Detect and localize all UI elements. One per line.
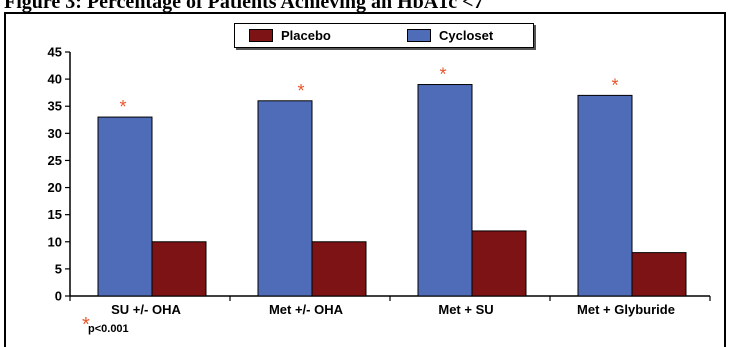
bar-placebo-3 (631, 252, 687, 297)
y-tick-label: 35 (48, 99, 62, 114)
chart-bars (97, 84, 687, 297)
bar-placebo-1 (311, 241, 367, 297)
x-category-label: Met + Glyburide (577, 302, 675, 317)
page-title: Figure 3: Percentage of Patients Achievi… (4, 0, 484, 13)
legend-label-cycloset: Cycloset (439, 28, 494, 43)
significance-star: * (119, 97, 126, 117)
y-tick-label: 45 (48, 45, 62, 60)
legend-swatch-placebo (249, 29, 273, 42)
y-tick-label: 20 (48, 180, 62, 195)
significance-star: * (439, 65, 446, 85)
chart-labels: 0 5 10 15 20 25 30 35 40 45 * SU +/- OHA * Met +/- OH… (48, 45, 675, 318)
bar-cycloset-1 (257, 100, 313, 297)
x-category-label: Met + SU (438, 302, 493, 317)
y-tick-label: 25 (48, 153, 62, 168)
y-tick-label: 5 (55, 261, 62, 276)
y-tick-label: 15 (48, 207, 62, 222)
legend-swatch-cycloset (407, 29, 431, 42)
bar-cycloset-0 (97, 116, 153, 297)
chart-legend: Placebo Cycloset (234, 23, 534, 48)
x-category-label: SU +/- OHA (111, 302, 181, 317)
footnote-text: p<0.001 (88, 323, 129, 335)
bar-cycloset-2 (417, 84, 473, 297)
significance-star: * (611, 75, 618, 95)
y-tick-label: 40 (48, 72, 62, 87)
y-tick-label: 0 (55, 289, 62, 304)
significance-star: * (297, 81, 304, 101)
legend-label-placebo: Placebo (281, 28, 331, 43)
bar-placebo-2 (471, 230, 527, 297)
bar-placebo-0 (151, 241, 207, 297)
bar-cycloset-3 (577, 94, 633, 297)
footnote-marker: * (82, 314, 90, 336)
y-tick-label: 30 (48, 126, 62, 141)
y-tick-label: 10 (48, 234, 62, 249)
x-category-label: Met +/- OHA (269, 302, 344, 317)
chart-frame (4, 12, 726, 347)
